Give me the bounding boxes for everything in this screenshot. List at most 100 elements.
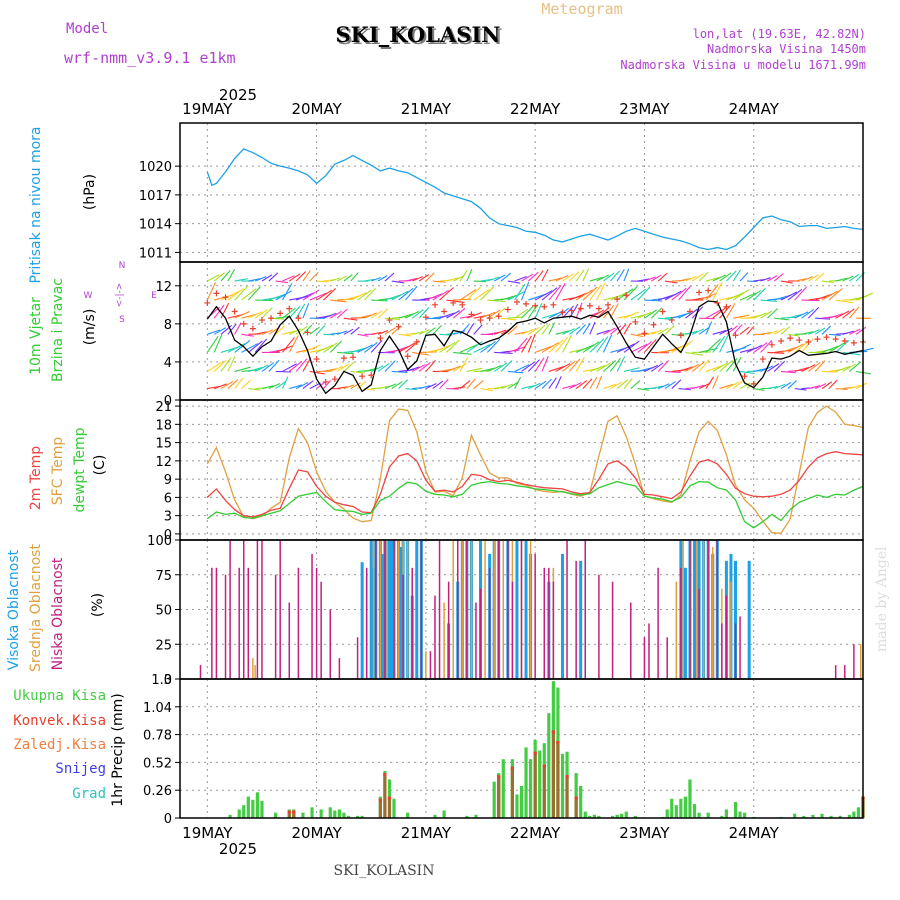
wind-barb [527, 334, 536, 353]
cloud-bar [261, 540, 263, 679]
top-day-label: 20MAY [291, 100, 342, 118]
wind-gust-marker [750, 380, 757, 387]
wind-gust-marker [814, 336, 821, 343]
wind-barb [350, 370, 365, 374]
wind-barb [815, 293, 833, 301]
wind-barb [241, 343, 259, 353]
cloud-bar [520, 540, 523, 679]
cloud-bar [443, 602, 445, 679]
wind-barb [521, 328, 534, 335]
wind-barb [596, 274, 610, 282]
y-tick-label: 0 [164, 394, 172, 409]
wind-barb [787, 313, 803, 319]
y-tick-label: 1017 [139, 189, 172, 204]
precip-conv-top [497, 775, 501, 779]
wind-gust-marker [513, 298, 520, 305]
wind-dir-arrows: <-|-> [115, 283, 125, 308]
cloud-bar [393, 540, 395, 679]
wind-barb [691, 273, 704, 282]
wind-barb [575, 269, 585, 282]
wind-barb [616, 356, 626, 372]
wind-barb [657, 360, 670, 372]
wind-barb [391, 290, 409, 301]
cloud-bar [689, 540, 691, 679]
wind-barb [494, 385, 507, 390]
wind-speed-line [206, 300, 864, 395]
wind-barb [432, 289, 449, 301]
wind-barb [466, 323, 475, 335]
cloud-bar [238, 567, 240, 679]
wind-barb [514, 283, 526, 301]
precip-total-bar [319, 809, 323, 818]
wind-gust-marker [659, 308, 666, 315]
wind-barb [330, 365, 343, 372]
wind-barb [425, 272, 435, 282]
wind-barb [227, 269, 236, 282]
wind-barb [753, 367, 768, 372]
precip-legend-4: Grad [72, 786, 106, 802]
wind-gust-marker [459, 301, 466, 308]
wind-gust-marker [295, 315, 302, 322]
top-day-label: 21MAY [401, 100, 452, 118]
wind-barb [302, 270, 311, 282]
cloud-bar [666, 637, 668, 679]
precip-total-bar [633, 815, 637, 818]
y-tick-label: 1020 [139, 160, 172, 175]
wind-barb [466, 269, 473, 282]
wind-barb [480, 286, 495, 301]
wind-barb [685, 275, 697, 282]
wind-barb [411, 309, 424, 319]
cloud-bar [369, 540, 373, 679]
y-tick-label: 1.04 [143, 701, 172, 716]
y-tick-label: 0 [164, 528, 172, 543]
wind-barb [794, 366, 810, 372]
top-date-axis: 19MAY 20MAY 21MAY 22MAY 23MAY 24MAY [182, 100, 780, 118]
precip-conv-bar [292, 810, 296, 818]
wind-gust-marker [787, 335, 794, 342]
wind-barb [377, 385, 389, 390]
wind-barb [213, 272, 225, 282]
cloud-bar [693, 540, 697, 679]
wind-barb [732, 324, 743, 335]
wind-barb [247, 286, 261, 301]
precip-conv-bar [542, 764, 546, 818]
wind-barb [295, 271, 307, 282]
temp2m-ylabel: 2m Temp [28, 446, 44, 510]
wind-barb [575, 289, 593, 301]
wind-barb [268, 383, 281, 390]
wind-barb [548, 277, 562, 282]
cloud-bar [399, 546, 403, 679]
cloud-bar [598, 574, 600, 679]
precip-total-bar [811, 814, 815, 818]
wind-barb [282, 307, 296, 319]
wind-barb [739, 326, 750, 335]
panel-border [179, 122, 864, 263]
bottom-day-label: 21MAY [401, 824, 452, 842]
wind-barb [282, 330, 296, 335]
temperature-panel: 0 3 6 9 12 15 18 21 [155, 399, 864, 543]
precip-conv-top [378, 798, 382, 802]
model-name: wrf-nmm_v3.9.1 e1km [64, 49, 236, 67]
wind-barb [835, 366, 851, 372]
wind-barb [671, 287, 687, 301]
wind-barb [459, 344, 478, 353]
wind-barb [227, 288, 244, 301]
wind-barb [514, 364, 530, 372]
wind-barb [828, 333, 841, 337]
wind-barb [842, 351, 861, 356]
wind-barb [630, 380, 641, 389]
wind-barb [357, 289, 372, 301]
cloud-bar [707, 540, 709, 679]
cloud-bar [390, 540, 394, 679]
wind-barb [432, 380, 444, 390]
cloud-bar [579, 560, 583, 679]
wind-barb [295, 358, 308, 372]
wind-barb [746, 344, 763, 353]
wind-barb [302, 289, 320, 301]
cloud-bar [254, 665, 256, 679]
wind-ylabel-1: 10m Vjetar [28, 297, 44, 375]
wind-barb [220, 302, 230, 319]
wind-barb [602, 334, 613, 353]
pressure-ylabel: Pritisak na nivou mora [28, 126, 44, 283]
